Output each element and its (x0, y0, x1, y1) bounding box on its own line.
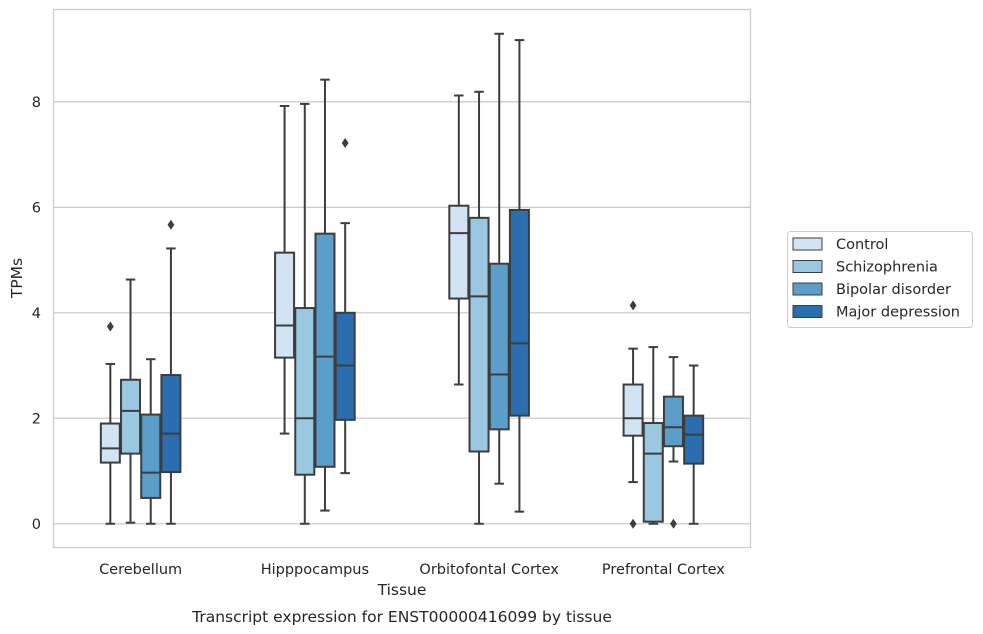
box (99, 321, 121, 525)
series-bipolar-disorder (140, 32, 684, 529)
box (274, 105, 296, 435)
y-tick-label: 0 (32, 517, 41, 533)
iqr-box (488, 262, 510, 431)
iqr-box (468, 216, 490, 453)
box (294, 102, 316, 525)
legend-item: Bipolar disorder (792, 282, 951, 298)
legend-swatch (792, 260, 823, 273)
box (468, 90, 490, 525)
box (662, 356, 684, 529)
x-tick-label: Hipppocampus (261, 562, 369, 578)
iqr-box (508, 208, 530, 417)
legend-label: Bipolar disorder (836, 282, 951, 298)
x-tick-label: Orbitofontal Cortex (419, 562, 559, 578)
iqr-box (274, 251, 296, 359)
outlier-marker (629, 300, 637, 311)
legend-label: Control (836, 237, 888, 253)
y-tick-label: 2 (32, 411, 41, 427)
box (622, 300, 644, 529)
legend-label: Schizophrenia (836, 260, 938, 276)
iqr-box (448, 204, 470, 300)
box (683, 364, 705, 525)
x-tick-label: Prefrontal Cortex (602, 562, 725, 578)
iqr-box (683, 414, 705, 465)
legend-label: Major depression (836, 305, 960, 321)
box (508, 39, 530, 513)
box (334, 137, 356, 475)
legend-swatch (792, 282, 823, 296)
iqr-box (314, 232, 336, 468)
outlier-marker (670, 518, 677, 529)
y-tick-label: 8 (32, 95, 41, 111)
box (160, 219, 182, 525)
outlier-marker (106, 321, 114, 332)
iqr-box (622, 383, 644, 437)
x-tick-labels: Cerebellum Hipppocampus Orbitofontal Corte… (99, 562, 725, 578)
box (488, 32, 510, 485)
y-tick-label: 6 (32, 200, 41, 216)
y-tick-labels: 0 2 4 6 8 (32, 95, 41, 533)
legend-swatch (792, 237, 823, 251)
iqr-box (99, 422, 121, 464)
legend-frame (787, 231, 973, 328)
iqr-box (160, 374, 182, 474)
plot-frame (52, 8, 752, 549)
box (314, 78, 336, 512)
legend-item: Schizophrenia (792, 260, 938, 276)
figure-caption: Transcript expression for ENST0000041609… (191, 608, 612, 626)
x-tick-label: Cerebellum (99, 562, 182, 578)
legend-item: Control (792, 237, 888, 253)
series-control (99, 94, 644, 529)
series-major-depression (160, 39, 705, 525)
legend: Control Schizophrenia Bipolar disorder Majo… (787, 231, 973, 328)
iqr-box (294, 307, 316, 476)
box-series-layer (99, 32, 705, 529)
box (120, 278, 142, 524)
y-axis-label: TPMs (8, 258, 26, 299)
box (448, 94, 470, 386)
box (642, 346, 664, 525)
legend-item: Major depression (792, 305, 960, 321)
outlier-marker (167, 219, 175, 230)
legend-swatch (792, 305, 823, 318)
series-schizophrenia (120, 90, 664, 525)
x-axis-label: Tissue (377, 581, 427, 599)
box (140, 358, 162, 525)
iqr-box (662, 395, 684, 448)
iqr-box (140, 413, 162, 499)
outlier-marker (629, 518, 637, 529)
iqr-box (120, 378, 142, 455)
outlier-marker (341, 137, 349, 148)
y-tick-label: 4 (32, 306, 41, 322)
iqr-box (642, 422, 664, 523)
